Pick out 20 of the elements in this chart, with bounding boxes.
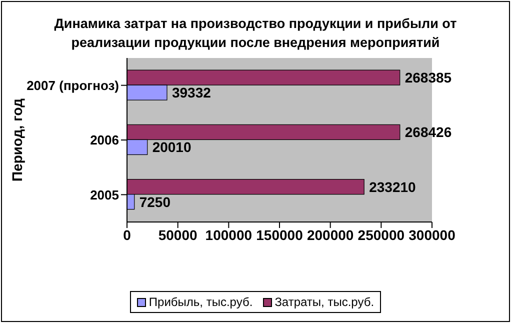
legend-label: Затраты, тыс.руб. [274, 295, 374, 309]
x-tick-label: 250000 [358, 226, 405, 243]
y-axis-title: Период, год [8, 98, 25, 182]
x-tick-label: 50000 [158, 226, 198, 243]
x-tick-label: 300000 [408, 226, 456, 243]
y-tick-label: 2005 [90, 187, 119, 202]
x-tick-label: 150000 [256, 226, 304, 243]
data-label: 233210 [369, 178, 416, 195]
chart-title: Динамика затрат на производство продукции и прибыли от реализации продукции после внедрения мероприятий [53, 15, 458, 52]
data-label: 268426 [404, 124, 452, 140]
x-tick-label: 0 [123, 226, 132, 243]
data-label: 20010 [152, 139, 192, 156]
data-label: 268385 [404, 69, 452, 86]
y-tick-label: 2006 [90, 132, 119, 148]
legend-label: Прибыль, тыс.руб. [148, 295, 253, 309]
data-label: 39332 [172, 84, 212, 100]
data-label: 7250 [139, 194, 171, 210]
x-tick-label: 100000 [205, 226, 252, 243]
x-tick-label: 200000 [306, 226, 354, 243]
y-tick-label: 2007 (прогноз) [26, 78, 119, 93]
